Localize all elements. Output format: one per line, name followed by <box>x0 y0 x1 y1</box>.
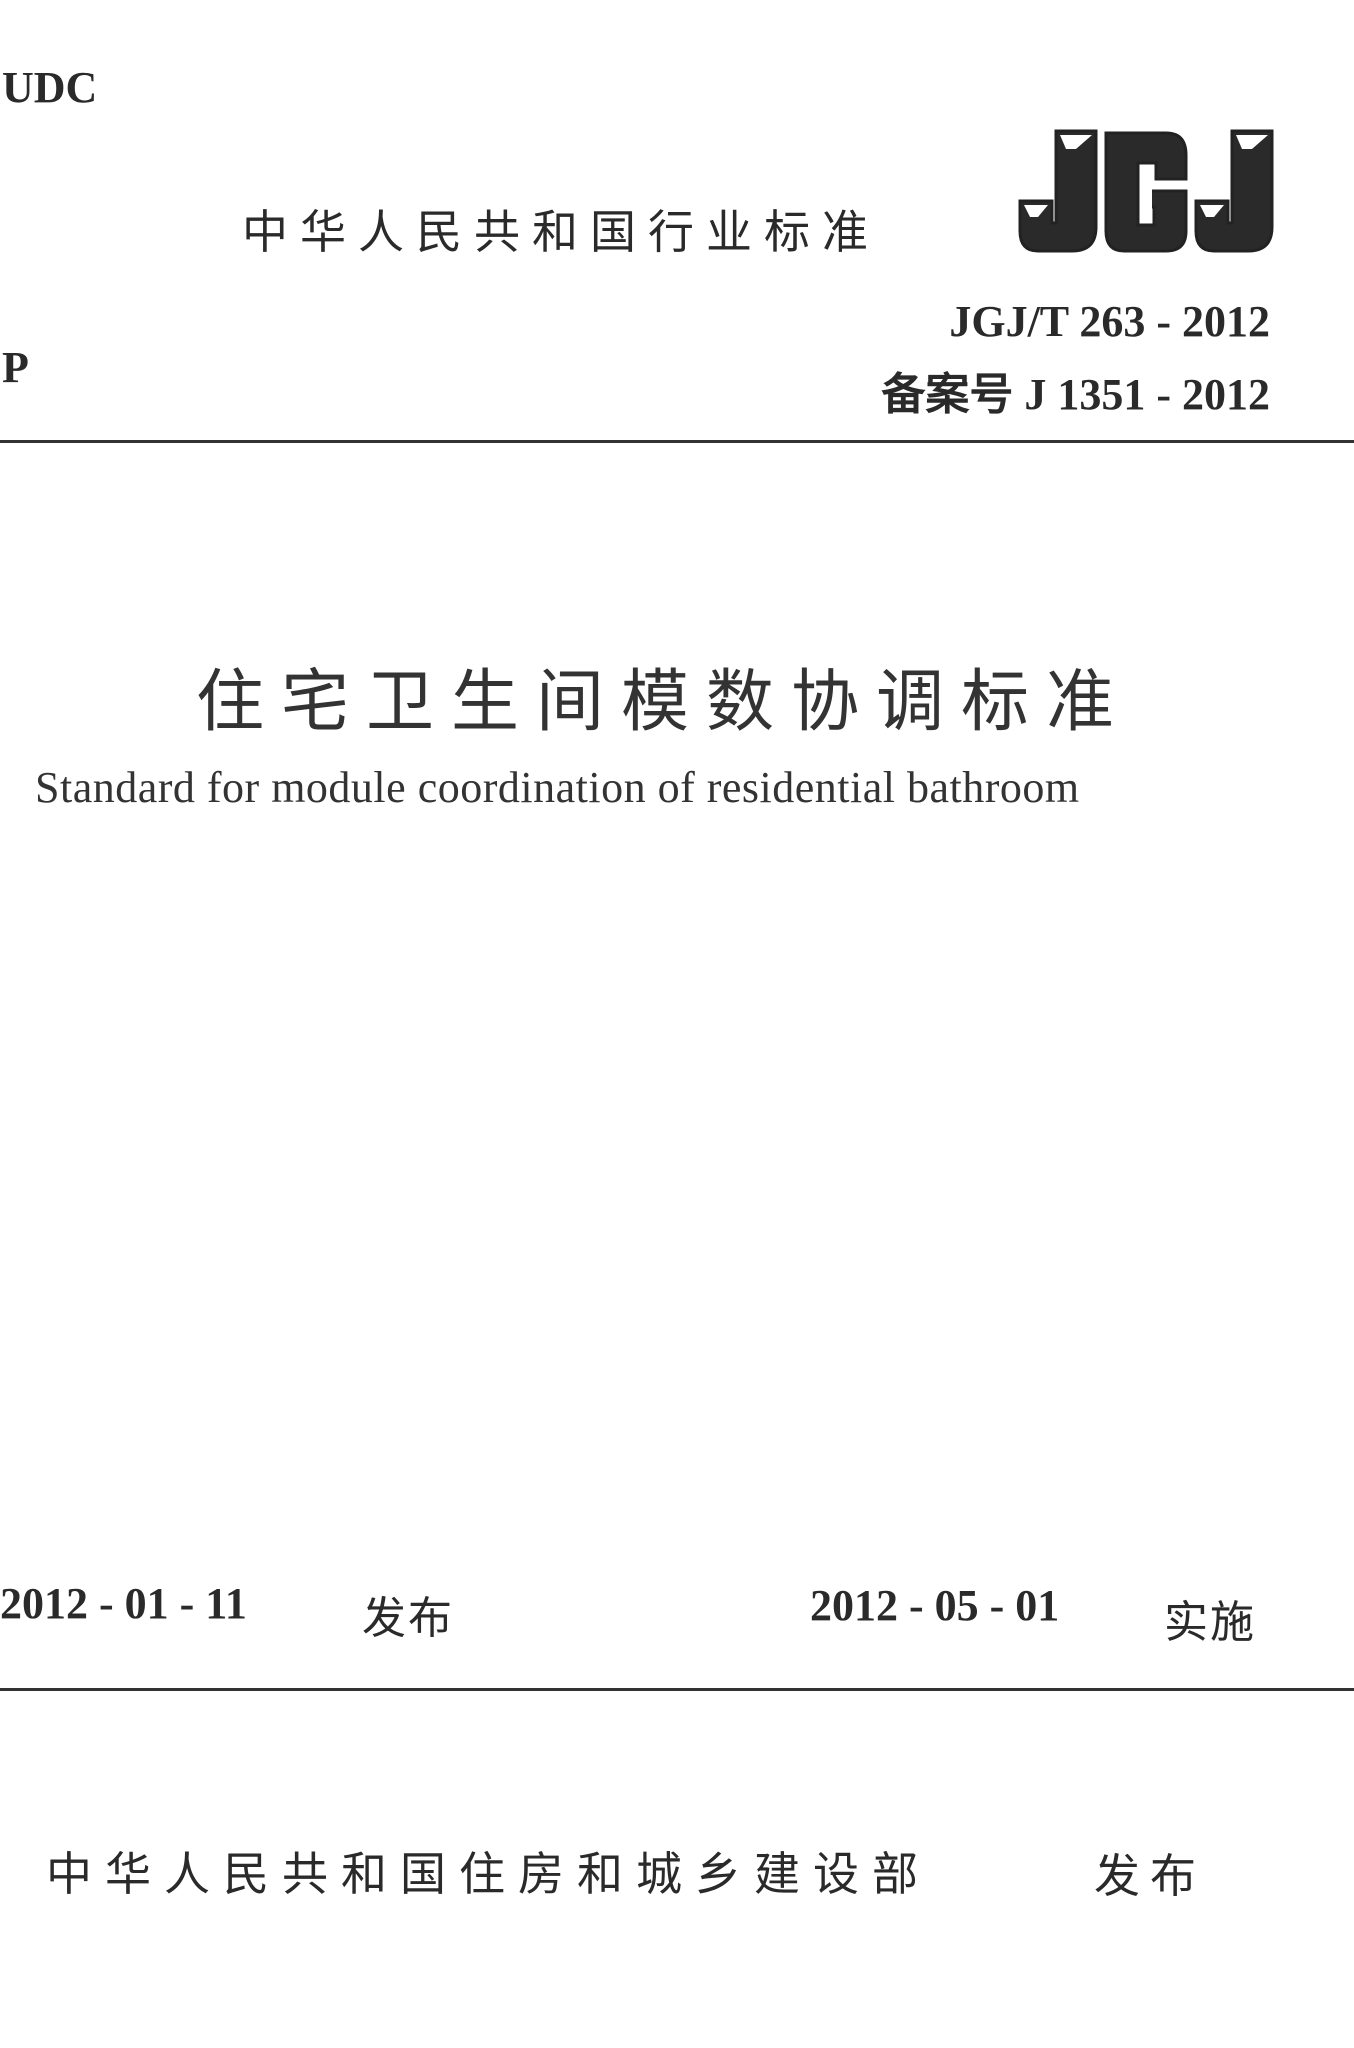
bottom-divider <box>0 1688 1354 1691</box>
standard-code: JGJ/T 263 - 2012 <box>949 297 1270 346</box>
category-label: P <box>2 343 29 392</box>
udc-label: UDC <box>2 63 98 112</box>
publish-label: 发布 <box>1094 1849 1206 1903</box>
issue-date: 2012 - 01 - 11 <box>0 1579 247 1628</box>
publisher: 中华人民共和国住房和城乡建设部 <box>46 1847 931 1901</box>
jgj-logo <box>1016 127 1274 255</box>
title-chinese: 住宅卫生间模数协调标准 <box>196 664 1132 740</box>
filing-number: 备案号 J 1351 - 2012 <box>881 370 1270 419</box>
issue-label: 发布 <box>362 1593 454 1644</box>
top-divider <box>0 440 1354 443</box>
effective-date: 2012 - 05 - 01 <box>810 1581 1060 1630</box>
effective-label: 实施 <box>1164 1597 1256 1648</box>
standard-type: 中华人民共和国行业标准 <box>242 205 880 259</box>
title-english: Standard for module coordination of resi… <box>35 763 1080 812</box>
